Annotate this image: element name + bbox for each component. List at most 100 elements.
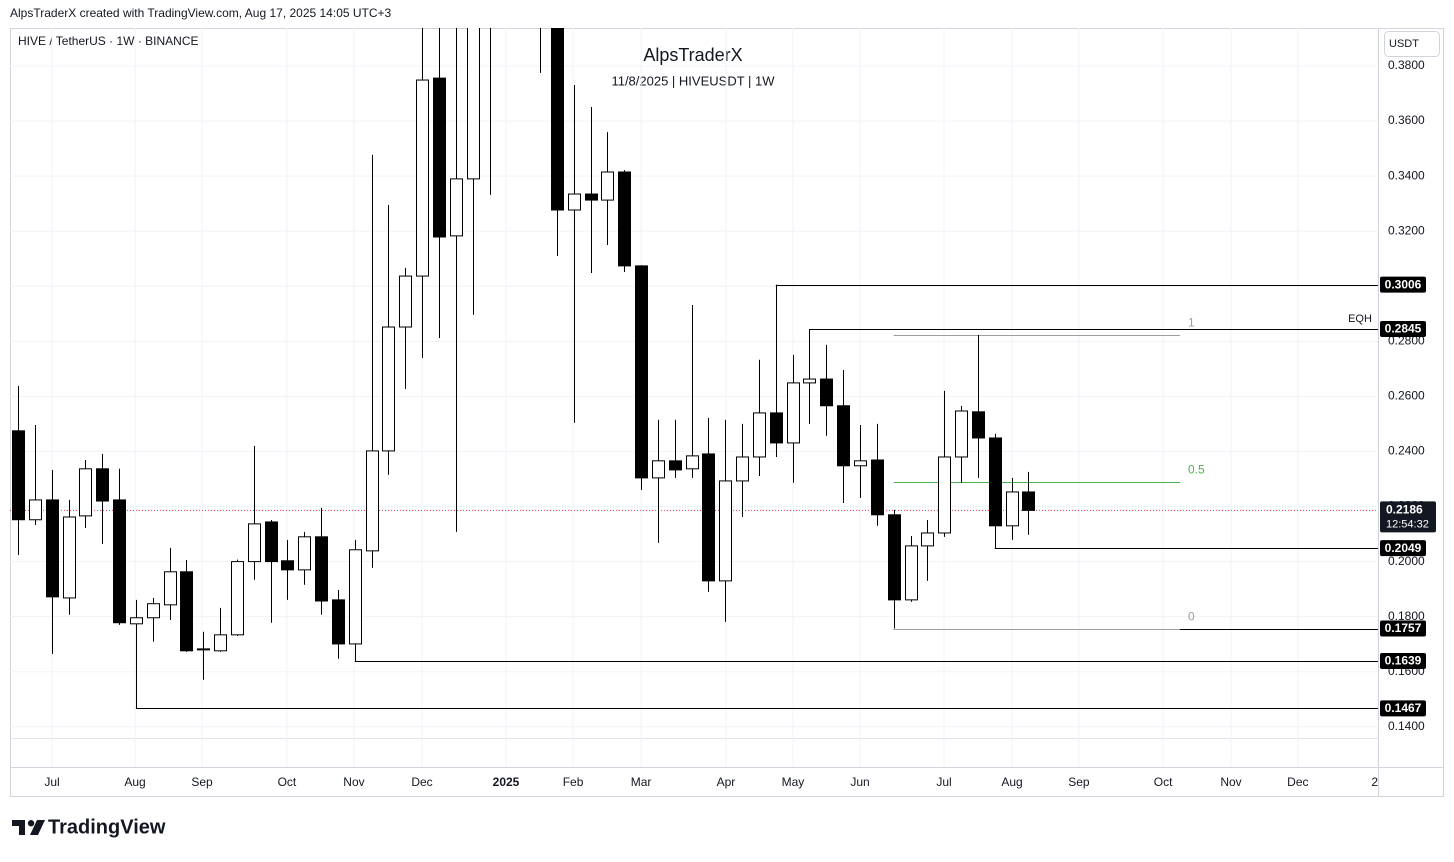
countdown: 12:54:32 xyxy=(1386,518,1429,530)
candle-body xyxy=(669,460,682,471)
x-tick-label: Aug xyxy=(1001,775,1022,789)
candle-body xyxy=(601,171,614,201)
candle-body xyxy=(972,411,985,439)
price-axis: 0.14000.16000.18000.20000.22000.24000.26… xyxy=(1380,58,1436,733)
x-tick-label: Nov xyxy=(343,775,364,789)
x-tick-label: Dec xyxy=(1287,775,1308,789)
x-tick-label: 2025 xyxy=(493,775,520,789)
candle-body xyxy=(871,459,884,516)
x-tick-label: Dec xyxy=(411,775,432,789)
level-label-box xyxy=(1380,700,1426,717)
candle-body xyxy=(315,536,328,602)
candle-body xyxy=(635,265,648,479)
candle-body xyxy=(231,561,244,636)
candle-body xyxy=(551,28,564,211)
currency-button[interactable] xyxy=(1384,31,1440,57)
watermark: TradingView xyxy=(48,816,166,838)
candle-body xyxy=(197,648,210,651)
candle-body xyxy=(905,545,918,601)
candle-body xyxy=(147,603,160,619)
candle-body xyxy=(787,382,800,444)
x-tick-label: May xyxy=(782,775,805,789)
fib-label: 1 xyxy=(1188,316,1195,330)
x-tick-label: Apr xyxy=(717,775,736,789)
logo-icon xyxy=(12,820,45,835)
annotation: EQH xyxy=(1348,313,1372,325)
level-label-box xyxy=(1380,652,1426,669)
candle-body xyxy=(349,549,362,645)
candle-body xyxy=(366,450,379,552)
candle-body xyxy=(753,412,766,458)
candle-body xyxy=(736,456,749,482)
candle-body xyxy=(854,460,867,467)
candle-body xyxy=(113,499,126,624)
level-label-box xyxy=(1380,320,1426,337)
candle-body xyxy=(46,499,59,598)
chart-title: AlpsTraderX xyxy=(643,45,742,65)
candle-body xyxy=(568,193,581,211)
candle-body xyxy=(1006,491,1019,527)
candle-body xyxy=(416,79,429,277)
candle-body xyxy=(585,193,598,201)
level-label: 0.1757 xyxy=(1385,621,1422,635)
candle-body xyxy=(1022,491,1035,511)
candle-body xyxy=(770,412,783,444)
candle-body xyxy=(248,523,261,563)
candle-body xyxy=(265,521,278,563)
level-label-box xyxy=(1380,276,1426,293)
candle-body xyxy=(719,480,732,582)
x-tick-label: Oct xyxy=(278,775,297,789)
candle-body xyxy=(130,617,143,625)
fib-label: 0 xyxy=(1188,610,1195,624)
y-tick-label: 0.2800 xyxy=(1388,334,1425,348)
candle-body xyxy=(888,514,901,601)
candle-body xyxy=(652,460,665,479)
time-axis: Jul Aug Sep Oct Nov Dec 2025 Feb Mar Apr May Jun Jul… xyxy=(44,775,1385,789)
candle-body xyxy=(820,378,833,407)
tv-logo xyxy=(12,820,45,835)
candle-body xyxy=(382,326,395,452)
candle-body xyxy=(686,455,699,470)
level-label-box xyxy=(1380,620,1426,637)
candle-body xyxy=(702,453,715,582)
symbol-info: HIVE / TetherUS · 1W · BINANCE xyxy=(18,34,199,48)
candle-body xyxy=(803,378,816,384)
level-label: 0.2049 xyxy=(1385,541,1422,555)
fib-label: 0.5 xyxy=(1188,463,1205,477)
x-tick-label: Jul xyxy=(936,775,951,789)
candle-body xyxy=(618,171,631,267)
y-tick-label: 0.3400 xyxy=(1388,168,1425,182)
candle-body xyxy=(955,410,968,458)
candle-body xyxy=(29,499,42,521)
currency-label[interactable]: USDT xyxy=(1389,38,1419,50)
y-tick-label: 0.2400 xyxy=(1388,444,1425,458)
candle-body xyxy=(12,430,25,521)
candle-body xyxy=(298,536,311,571)
y-tick-label: 0.2000 xyxy=(1388,554,1425,568)
candle-body xyxy=(921,532,934,547)
y-tick-label: 0.3200 xyxy=(1388,223,1425,237)
candle-body xyxy=(450,178,463,237)
x-tick-label: Sep xyxy=(1068,775,1090,789)
candle-body xyxy=(180,571,193,652)
x-tick-label: Jul xyxy=(44,775,59,789)
candle-body xyxy=(214,634,227,652)
x-tick-label: Aug xyxy=(124,775,145,789)
credit: AlpsTraderX created with TradingView.com… xyxy=(10,6,392,20)
chart-subtitle: 11/8/2025 | HIVEUSDT | 1W xyxy=(611,73,775,88)
x-tick-label: 20 xyxy=(1371,775,1385,789)
candle-body xyxy=(164,571,177,606)
candle-body xyxy=(332,599,345,645)
x-tick-label: Nov xyxy=(1220,775,1241,789)
candle-body xyxy=(467,28,480,180)
candle-body xyxy=(938,456,951,534)
x-tick-label: Feb xyxy=(563,775,584,789)
level-label: 0.1639 xyxy=(1385,654,1422,668)
candle-body xyxy=(281,560,294,571)
x-tick-label: Mar xyxy=(631,775,652,789)
last-price-box xyxy=(1380,501,1436,533)
candle-body xyxy=(837,405,850,467)
chart-frame xyxy=(10,28,1444,797)
